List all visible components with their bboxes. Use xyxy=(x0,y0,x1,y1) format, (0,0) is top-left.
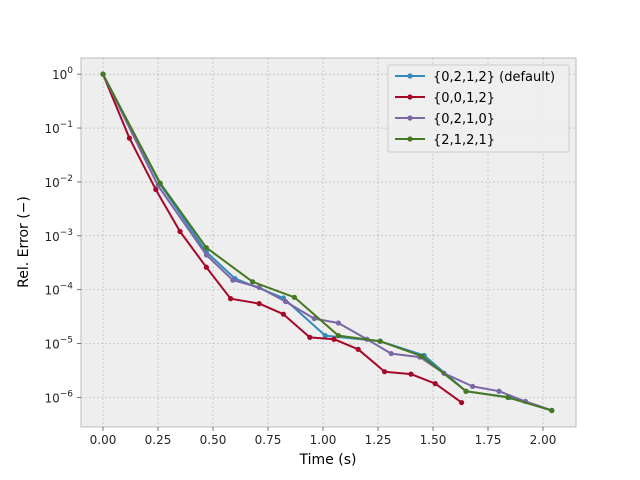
x-tick-label: 0.25 xyxy=(145,433,172,447)
data-point xyxy=(203,264,209,270)
data-point xyxy=(335,333,341,339)
series-line xyxy=(102,73,553,412)
data-point xyxy=(283,298,289,305)
legend-label: {0,2,1,2} (default) xyxy=(433,70,555,85)
series-2 xyxy=(100,71,465,406)
data-point xyxy=(203,245,209,251)
x-tick-label: 0.00 xyxy=(90,433,117,447)
data-point xyxy=(331,336,337,342)
x-axis-label: Time (s) xyxy=(299,452,357,468)
legend-marker xyxy=(407,94,413,100)
legend-item: {0,0,1,2} xyxy=(395,91,495,106)
data-point xyxy=(256,284,262,291)
data-point xyxy=(100,71,106,77)
data-point xyxy=(355,346,361,352)
data-point xyxy=(382,369,388,375)
series-layer xyxy=(100,71,555,414)
data-point xyxy=(153,186,159,193)
data-point xyxy=(496,388,502,394)
x-tick-label: 1.75 xyxy=(475,433,502,447)
y-tick-label: 100 xyxy=(52,66,73,82)
data-point xyxy=(291,294,297,300)
y-tick-label: 10−3 xyxy=(44,228,73,244)
legend-frame xyxy=(387,64,570,153)
x-tick-label: 1.50 xyxy=(420,433,447,447)
x-tick-label: 0.75 xyxy=(255,433,282,447)
data-point xyxy=(408,371,414,377)
data-point xyxy=(177,228,183,235)
data-point xyxy=(463,388,469,394)
x-tick-label: 2.00 xyxy=(530,433,557,447)
series-4 xyxy=(100,71,555,414)
legend-label: {0,2,1,0} xyxy=(433,112,495,127)
y-tick-label: 10−2 xyxy=(44,174,73,190)
y-axis-ticks: 100 10−1 10−2 10−3 10−4 10−5 10−6 xyxy=(44,66,81,405)
data-point xyxy=(549,407,555,414)
data-point xyxy=(311,315,317,322)
data-point xyxy=(230,277,236,283)
legend-marker xyxy=(407,73,413,79)
legend-label: {0,0,1,2} xyxy=(433,91,495,106)
legend-label: {2,1,2,1} xyxy=(433,133,495,148)
legend-item: {0,2,1,0} xyxy=(395,112,495,127)
x-tick-label: 0.50 xyxy=(200,433,227,447)
data-point xyxy=(256,301,262,307)
data-point xyxy=(228,296,234,302)
data-point xyxy=(432,381,438,387)
x-tick-label: 1.25 xyxy=(365,433,392,447)
data-point xyxy=(157,180,163,186)
data-point xyxy=(322,333,328,339)
y-tick-label: 10−1 xyxy=(44,120,73,136)
data-point xyxy=(388,350,394,357)
legend: {0,2,1,2} (default) {0,0,1,2} {0,2,1,0} {2,… xyxy=(387,64,570,153)
data-point xyxy=(126,135,132,141)
data-point xyxy=(505,394,511,400)
data-point xyxy=(307,334,313,340)
data-point xyxy=(419,353,425,359)
data-point xyxy=(470,383,476,389)
x-tick-label: 1.00 xyxy=(310,433,337,447)
data-point xyxy=(335,320,341,326)
y-tick-label: 10−4 xyxy=(44,282,73,298)
data-point xyxy=(377,338,383,344)
data-point xyxy=(203,252,209,258)
data-point xyxy=(459,399,465,406)
data-point xyxy=(280,311,286,317)
y-axis-label: Rel. Error (−) xyxy=(16,196,32,288)
legend-item: {2,1,2,1} xyxy=(395,133,495,148)
legend-marker xyxy=(407,115,413,121)
legend-marker xyxy=(407,136,413,142)
legend-items: {0,2,1,2} (default) {0,0,1,2} {0,2,1,0} {2,… xyxy=(395,70,555,148)
x-axis-ticks: 0.00 0.25 0.50 0.75 1.00 1.25 1.50 1.75 2.00 xyxy=(90,427,557,447)
data-point xyxy=(250,279,256,285)
y-tick-label: 10−6 xyxy=(44,389,73,405)
legend-item: {0,2,1,2} (default) xyxy=(395,70,555,85)
y-tick-label: 10−5 xyxy=(44,336,73,352)
